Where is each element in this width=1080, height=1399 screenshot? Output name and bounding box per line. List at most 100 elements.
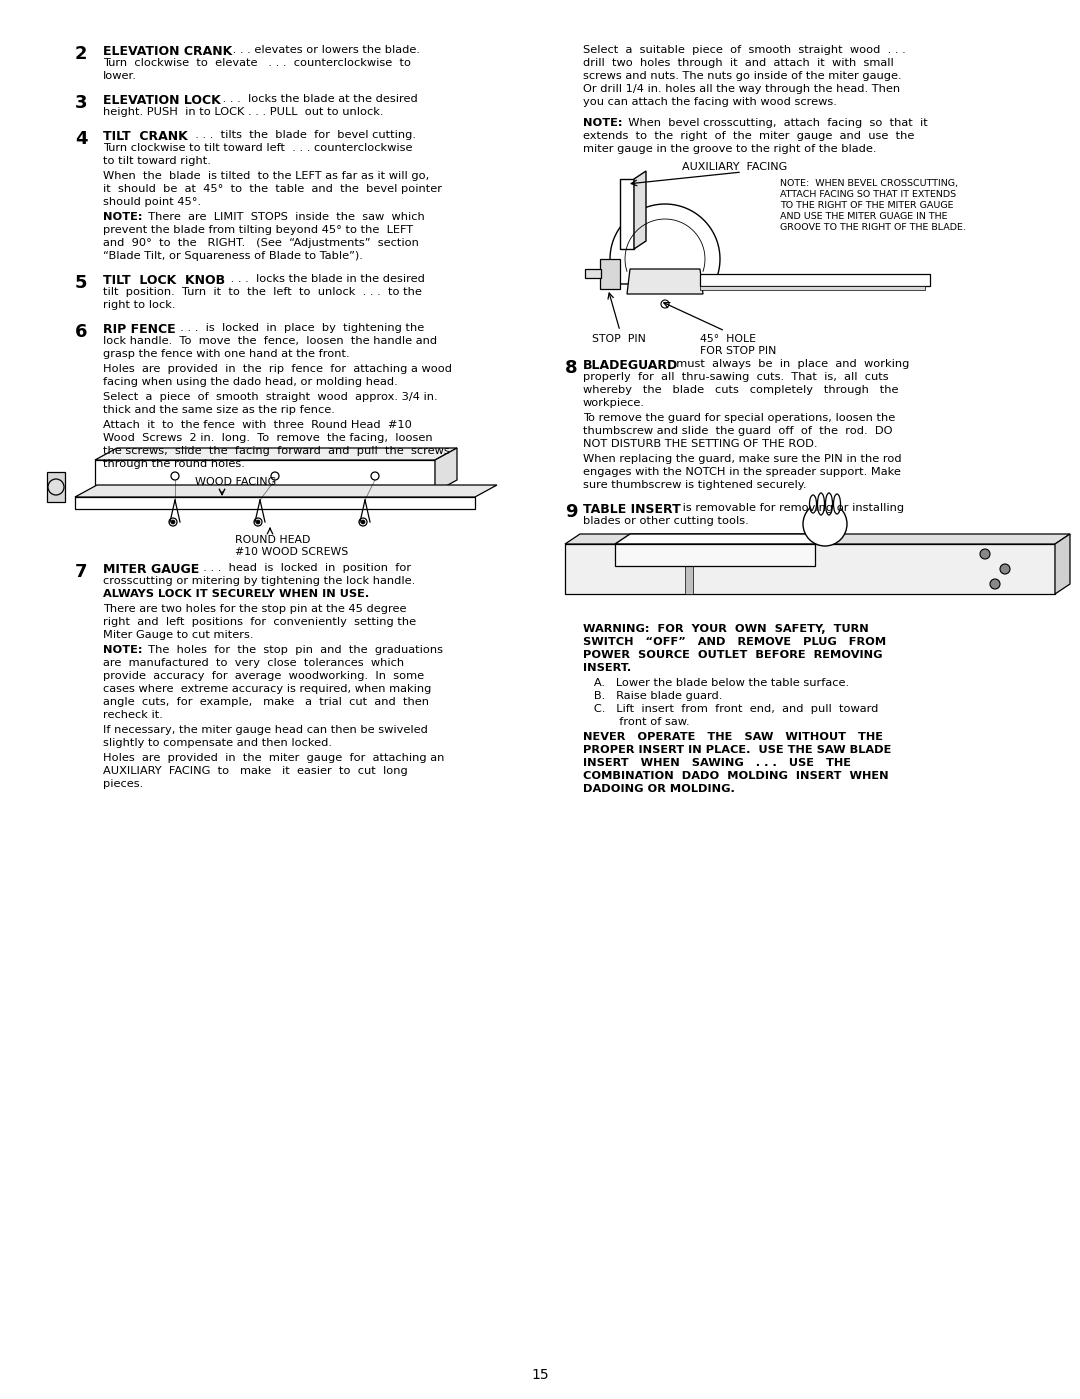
Text: C.   Lift  insert  from  front  end,  and  pull  toward: C. Lift insert from front end, and pull … xyxy=(583,704,878,713)
Polygon shape xyxy=(627,269,703,294)
Text: grasp the fence with one hand at the front.: grasp the fence with one hand at the fro… xyxy=(103,348,350,360)
Text: Holes  are  provided  in  the  rip  fence  for  attaching a wood: Holes are provided in the rip fence for … xyxy=(103,364,453,374)
Text: thumbscrew and slide  the guard  off  of  the  rod.  DO: thumbscrew and slide the guard off of th… xyxy=(583,427,892,436)
Text: engages with the NOTCH in the spreader support. Make: engages with the NOTCH in the spreader s… xyxy=(583,467,901,477)
Circle shape xyxy=(48,478,64,495)
Ellipse shape xyxy=(818,492,824,515)
Text: PROPER INSERT IN PLACE.  USE THE SAW BLADE: PROPER INSERT IN PLACE. USE THE SAW BLAD… xyxy=(583,746,891,755)
Text: NOTE:: NOTE: xyxy=(583,118,622,127)
Circle shape xyxy=(1000,564,1010,574)
Text: 8: 8 xyxy=(565,360,578,376)
Text: 9: 9 xyxy=(565,504,578,520)
Circle shape xyxy=(168,518,177,526)
Text: lower.: lower. xyxy=(103,71,137,81)
Text: screws and nuts. The nuts go inside of the miter gauge.: screws and nuts. The nuts go inside of t… xyxy=(583,71,902,81)
Text: The  holes  for  the  stop  pin  and  the  graduations: The holes for the stop pin and the gradu… xyxy=(141,645,443,655)
Text: AUXILIARY  FACING  to   make   it  easier  to  cut  long: AUXILIARY FACING to make it easier to cu… xyxy=(103,767,408,776)
Polygon shape xyxy=(615,534,831,544)
Text: TILT  CRANK: TILT CRANK xyxy=(103,130,188,143)
Text: prevent the blade from tilting beyond 45° to the  LEFT: prevent the blade from tilting beyond 45… xyxy=(103,225,414,235)
Text: . . .  tilts  the  blade  for  bevel cutting.: . . . tilts the blade for bevel cutting. xyxy=(188,130,416,140)
Text: TABLE INSERT: TABLE INSERT xyxy=(583,504,680,516)
Text: miter gauge in the groove to the right of the blade.: miter gauge in the groove to the right o… xyxy=(583,144,877,154)
Text: Holes  are  provided  in  the  miter  gauge  for  attaching an: Holes are provided in the miter gauge fo… xyxy=(103,753,444,762)
Polygon shape xyxy=(610,204,720,284)
Text: When replacing the guard, make sure the PIN in the rod: When replacing the guard, make sure the … xyxy=(583,455,902,464)
Text: 7: 7 xyxy=(75,562,87,581)
Text: slightly to compensate and then locked.: slightly to compensate and then locked. xyxy=(103,739,332,748)
Text: There  are  LIMIT  STOPS  inside  the  saw  which: There are LIMIT STOPS inside the saw whi… xyxy=(141,213,424,222)
Text: you can attach the facing with wood screws.: you can attach the facing with wood scre… xyxy=(583,97,837,106)
Text: whereby   the   blade   cuts   completely   through   the: whereby the blade cuts completely throug… xyxy=(583,385,899,395)
Text: properly  for  all  thru-sawing  cuts.  That  is,  all  cuts: properly for all thru-sawing cuts. That … xyxy=(583,372,889,382)
Text: is removable for removing or installing: is removable for removing or installing xyxy=(679,504,904,513)
Polygon shape xyxy=(615,544,815,567)
Circle shape xyxy=(254,518,262,526)
Ellipse shape xyxy=(834,494,840,513)
Text: . . .  locks the blade at the desired: . . . locks the blade at the desired xyxy=(219,94,418,104)
Text: Wood  Screws  2 in.  long.  To  remove  the facing,  loosen: Wood Screws 2 in. long. To remove the fa… xyxy=(103,434,433,443)
Text: ALWAYS LOCK IT SECURELY WHEN IN USE.: ALWAYS LOCK IT SECURELY WHEN IN USE. xyxy=(103,589,369,599)
Text: cases where  extreme accuracy is required, when making: cases where extreme accuracy is required… xyxy=(103,684,431,694)
Bar xyxy=(685,544,693,595)
Text: extends  to  the  right  of  the  miter  gauge  and  use  the: extends to the right of the miter gauge … xyxy=(583,132,915,141)
Text: blades or other cutting tools.: blades or other cutting tools. xyxy=(583,516,748,526)
Text: pieces.: pieces. xyxy=(103,779,144,789)
Circle shape xyxy=(171,520,175,525)
Text: right  and  left  positions  for  conveniently  setting the: right and left positions for convenientl… xyxy=(103,617,416,627)
Text: INSERT   WHEN   SAWING   . . .   USE   THE: INSERT WHEN SAWING . . . USE THE xyxy=(583,758,851,768)
Text: ELEVATION LOCK: ELEVATION LOCK xyxy=(103,94,220,106)
Circle shape xyxy=(359,518,367,526)
Ellipse shape xyxy=(810,495,816,513)
Text: angle  cuts,  for  example,   make   a  trial  cut  and  then: angle cuts, for example, make a trial cu… xyxy=(103,697,429,706)
Text: 2: 2 xyxy=(75,45,87,63)
Text: There are two holes for the stop pin at the 45 degree: There are two holes for the stop pin at … xyxy=(103,604,406,614)
Polygon shape xyxy=(95,448,457,460)
Circle shape xyxy=(990,579,1000,589)
Ellipse shape xyxy=(825,492,833,515)
Text: NEVER   OPERATE   THE   SAW   WITHOUT   THE: NEVER OPERATE THE SAW WITHOUT THE xyxy=(583,732,883,741)
Circle shape xyxy=(361,520,365,525)
Text: 6: 6 xyxy=(75,323,87,341)
Text: 5: 5 xyxy=(75,274,87,292)
Text: SWITCH   “OFF”   AND   REMOVE   PLUG   FROM: SWITCH “OFF” AND REMOVE PLUG FROM xyxy=(583,637,886,646)
Text: 45°  HOLE: 45° HOLE xyxy=(700,334,756,344)
Bar xyxy=(700,285,924,290)
Text: provide  accuracy  for  average  woodworking.  In  some: provide accuracy for average woodworking… xyxy=(103,672,424,681)
Text: . . .  locks the blade in the desired: . . . locks the blade in the desired xyxy=(227,274,424,284)
Text: . . .  is  locked  in  place  by  tightening the: . . . is locked in place by tightening t… xyxy=(173,323,424,333)
Text: Or drill 1/4 in. holes all the way through the head. Then: Or drill 1/4 in. holes all the way throu… xyxy=(583,84,900,94)
Bar xyxy=(700,274,930,285)
Text: and  90°  to  the   RIGHT.   (See  “Adjustments”  section: and 90° to the RIGHT. (See “Adjustments”… xyxy=(103,238,419,248)
Text: A.   Lower the blade below the table surface.: A. Lower the blade below the table surfa… xyxy=(583,679,849,688)
Text: ROUND HEAD: ROUND HEAD xyxy=(235,534,310,546)
Text: sure thumbscrew is tightened securely.: sure thumbscrew is tightened securely. xyxy=(583,480,807,490)
Text: thick and the same size as the rip fence.: thick and the same size as the rip fence… xyxy=(103,404,335,416)
Text: TO THE RIGHT OF THE MITER GAUGE: TO THE RIGHT OF THE MITER GAUGE xyxy=(780,201,954,210)
Text: . . . elevates or lowers the blade.: . . . elevates or lowers the blade. xyxy=(229,45,420,55)
Text: crosscutting or mitering by tightening the lock handle.: crosscutting or mitering by tightening t… xyxy=(103,576,415,586)
Polygon shape xyxy=(75,485,497,497)
Text: right to lock.: right to lock. xyxy=(103,299,175,311)
Polygon shape xyxy=(75,497,475,509)
Circle shape xyxy=(804,502,847,546)
Text: 4: 4 xyxy=(75,130,87,148)
Circle shape xyxy=(256,520,260,525)
Polygon shape xyxy=(600,259,620,290)
Text: through the round holes.: through the round holes. xyxy=(103,459,245,469)
Text: to tilt toward right.: to tilt toward right. xyxy=(103,157,211,166)
Text: ELEVATION CRANK: ELEVATION CRANK xyxy=(103,45,232,57)
Text: MITER GAUGE: MITER GAUGE xyxy=(103,562,199,576)
Polygon shape xyxy=(634,171,646,249)
Text: facing when using the dado head, or molding head.: facing when using the dado head, or mold… xyxy=(103,376,397,388)
Text: it  should  be  at  45°  to  the  table  and  the  bevel pointer: it should be at 45° to the table and the… xyxy=(103,185,442,194)
Text: should point 45°.: should point 45°. xyxy=(103,197,201,207)
Polygon shape xyxy=(95,460,435,492)
Polygon shape xyxy=(48,471,65,502)
Text: ATTACH FACING SO THAT IT EXTENDS: ATTACH FACING SO THAT IT EXTENDS xyxy=(780,190,956,199)
Text: 15: 15 xyxy=(531,1368,549,1382)
Text: FOR STOP PIN: FOR STOP PIN xyxy=(700,346,777,355)
Text: When  bevel crosscutting,  attach  facing  so  that  it: When bevel crosscutting, attach facing s… xyxy=(621,118,928,127)
Text: RIP FENCE: RIP FENCE xyxy=(103,323,176,336)
Text: tilt  position.  Turn  it  to  the  left  to  unlock  . . .  to the: tilt position. Turn it to the left to un… xyxy=(103,287,422,297)
